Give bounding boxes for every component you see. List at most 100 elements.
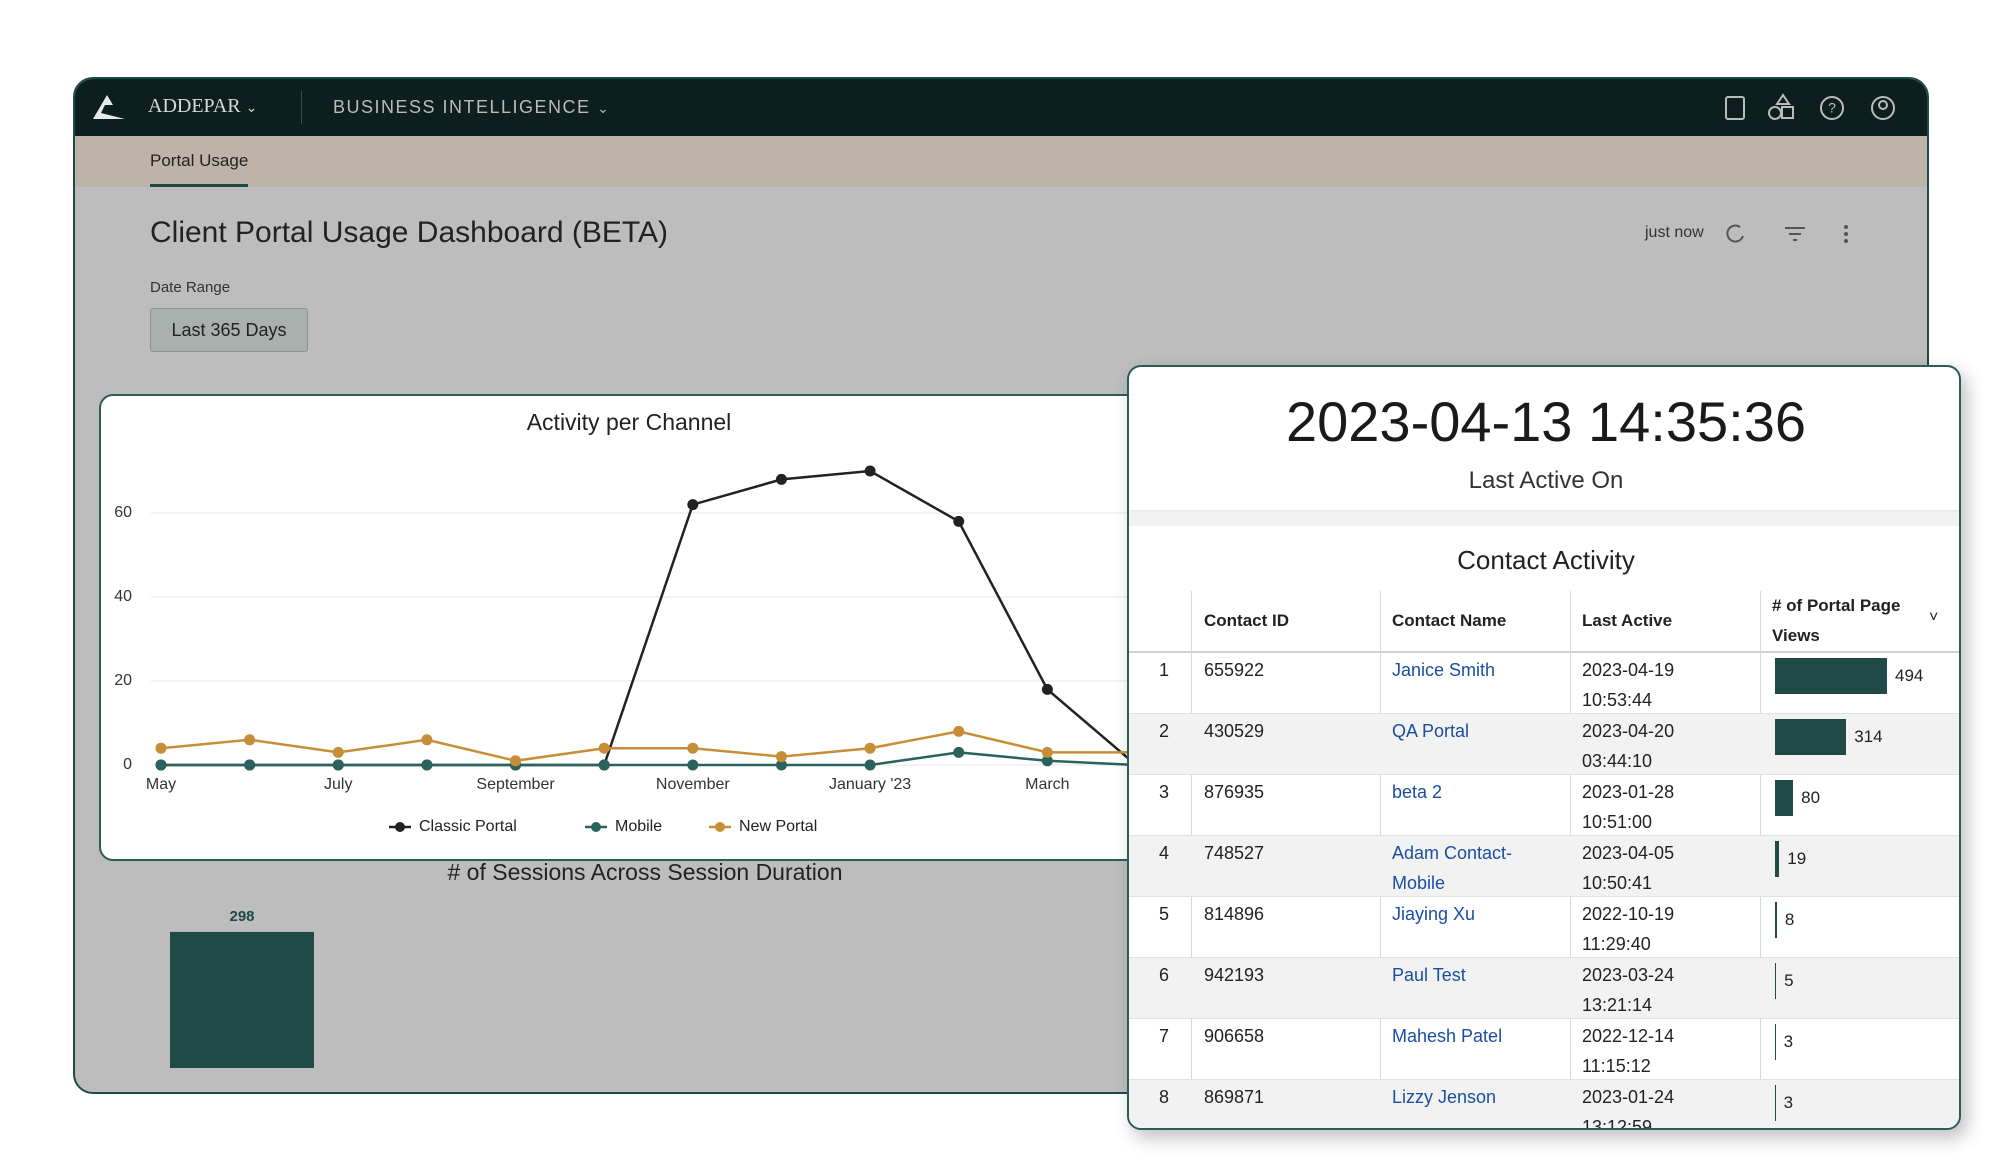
contact-id: 869871: [1204, 1087, 1265, 1107]
top-nav: ADDEPAR ⌄ BUSINESS INTELLIGENCE ⌄ ?: [75, 79, 1927, 136]
column-header: Contact ID: [1204, 611, 1289, 630]
nav-icons: ?: [1725, 93, 1895, 120]
contact-name[interactable]: Paul Test: [1392, 965, 1466, 985]
section-menu[interactable]: BUSINESS INTELLIGENCE ⌄: [333, 97, 611, 117]
row-index: 1: [1158, 660, 1169, 680]
point: [864, 759, 876, 771]
contact-id: 655922: [1204, 660, 1265, 680]
dashboard-title: Client Portal Usage Dashboard (BETA): [150, 216, 668, 249]
legend-swatch: [715, 822, 725, 832]
table-title: Contact Activity: [1457, 545, 1635, 575]
x-tick-label: July: [324, 776, 352, 793]
legend-item: Classic Portal: [389, 818, 517, 835]
views-bar: [1775, 1024, 1776, 1060]
point: [155, 742, 167, 754]
last-active: 2023-04-20 03:44:10: [1582, 721, 1675, 771]
legend-item: Mobile: [585, 818, 662, 835]
kpi-value: 2023-04-13 14:35:36: [1286, 390, 1806, 453]
contact-name[interactable]: QA Portal: [1392, 721, 1470, 741]
sort-icon: ˅: [1929, 609, 1939, 626]
column-header: Last Active: [1582, 611, 1673, 630]
contact-id: 814896: [1204, 904, 1265, 924]
point: [598, 759, 610, 771]
series-line: [161, 469, 1137, 767]
y-tick-label: 40: [114, 588, 132, 605]
date-range-label: Date Range: [150, 279, 231, 296]
contact-name[interactable]: Jiaying Xu: [1392, 904, 1476, 924]
point: [1041, 746, 1053, 758]
y-tick-label: 20: [114, 672, 132, 689]
refresh-icon[interactable]: [1726, 224, 1744, 243]
table-row: 5 814896 Jiaying Xu 2022-10-19 11:29:40 8: [1129, 897, 1959, 958]
contact-name[interactable]: Mahesh Patel: [1392, 1026, 1503, 1046]
point: [775, 759, 787, 771]
point: [953, 515, 965, 527]
chart-title: Activity per Channel: [527, 409, 732, 435]
legend-label: Mobile: [615, 818, 662, 835]
point: [687, 499, 699, 511]
column-header: # of Portal Page Views: [1772, 596, 1901, 645]
row-index: 5: [1158, 904, 1169, 924]
table-row: 2 430529 QA Portal 2023-04-20 03:44:10 314: [1129, 714, 1959, 775]
series-line: [161, 751, 1137, 767]
x-tick-label: May: [146, 776, 176, 793]
row-index: 4: [1158, 843, 1169, 863]
help-icon[interactable]: ?: [1820, 96, 1844, 120]
contact-id: 430529: [1204, 721, 1265, 741]
table-row: 7 906658 Mahesh Patel 2022-12-14 11:15:12 3: [1129, 1019, 1959, 1080]
contact-id: 906658: [1204, 1026, 1265, 1046]
point: [775, 473, 787, 485]
point: [598, 742, 610, 754]
bar-chart: # of Sessions Across Session Duration 298: [170, 859, 843, 1068]
tab[interactable]: Portal Usage: [150, 136, 249, 187]
point: [155, 759, 167, 771]
account-icon[interactable]: [1871, 96, 1895, 120]
filter-icon[interactable]: [1785, 227, 1805, 241]
brand-menu[interactable]: ADDEPAR ⌄: [148, 95, 258, 117]
last-active: 2023-04-05 10:50:41: [1582, 843, 1675, 893]
point: [244, 759, 256, 771]
row-index: 3: [1158, 782, 1169, 802]
point: [953, 725, 965, 737]
kpi-card: 2023-04-13 14:35:36 Last Active On: [1129, 367, 1959, 510]
legend-swatch: [591, 822, 601, 832]
contact-name[interactable]: Lizzy Jenson: [1392, 1087, 1497, 1107]
point: [332, 759, 344, 771]
x-tick-label: January '23: [829, 776, 911, 793]
date-range-button[interactable]: Last 365 Days: [150, 308, 308, 352]
views-label: 5: [1784, 971, 1794, 990]
point: [687, 759, 699, 771]
legend-swatch: [395, 822, 405, 832]
logo: [93, 95, 125, 119]
row-index: 7: [1158, 1026, 1169, 1046]
views-bar: [1775, 658, 1887, 694]
point: [953, 746, 965, 758]
point: [864, 742, 876, 754]
contact-name[interactable]: beta 2: [1392, 782, 1443, 802]
value-label: 298: [229, 908, 254, 925]
point: [244, 734, 256, 746]
x-tick-label: March: [1025, 776, 1069, 793]
contact-name[interactable]: Janice Smith: [1392, 660, 1496, 680]
last-active: 2023-04-19 10:53:44: [1582, 660, 1675, 710]
last-active: 2022-10-19 11:29:40: [1582, 904, 1675, 954]
contact-name[interactable]: Adam Contact-Mobile: [1392, 843, 1513, 893]
x-tick-label: November: [656, 776, 730, 793]
line-chart-card: Activity per Channel 0 20 40 60 May July Septem…: [99, 394, 1156, 861]
contact-id: 748527: [1204, 843, 1265, 863]
legend-item: New Portal: [709, 818, 817, 835]
shapes-icon[interactable]: [1768, 93, 1794, 120]
point: [1041, 683, 1053, 695]
table-row: 3 876935 beta 2 2023-01-28 10:51:00 80: [1129, 775, 1959, 836]
export-icon[interactable]: [1725, 96, 1745, 120]
more-icon[interactable]: [1844, 225, 1848, 243]
last-active: 2023-03-24 13:21:14: [1582, 965, 1675, 1015]
x-tick-label: September: [476, 776, 555, 793]
point: [1041, 755, 1053, 767]
y-tick-label: 60: [114, 504, 132, 521]
kpi-label: Last Active On: [1468, 467, 1624, 494]
section: BUSINESS INTELLIGENCE: [333, 97, 591, 117]
table-row: 8 869871 Lizzy Jenson 2023-01-24 13:12:59 3: [1129, 1080, 1959, 1130]
last-active: 2023-01-24 13:12:59: [1582, 1087, 1675, 1130]
contact-id: 876935: [1204, 782, 1265, 802]
